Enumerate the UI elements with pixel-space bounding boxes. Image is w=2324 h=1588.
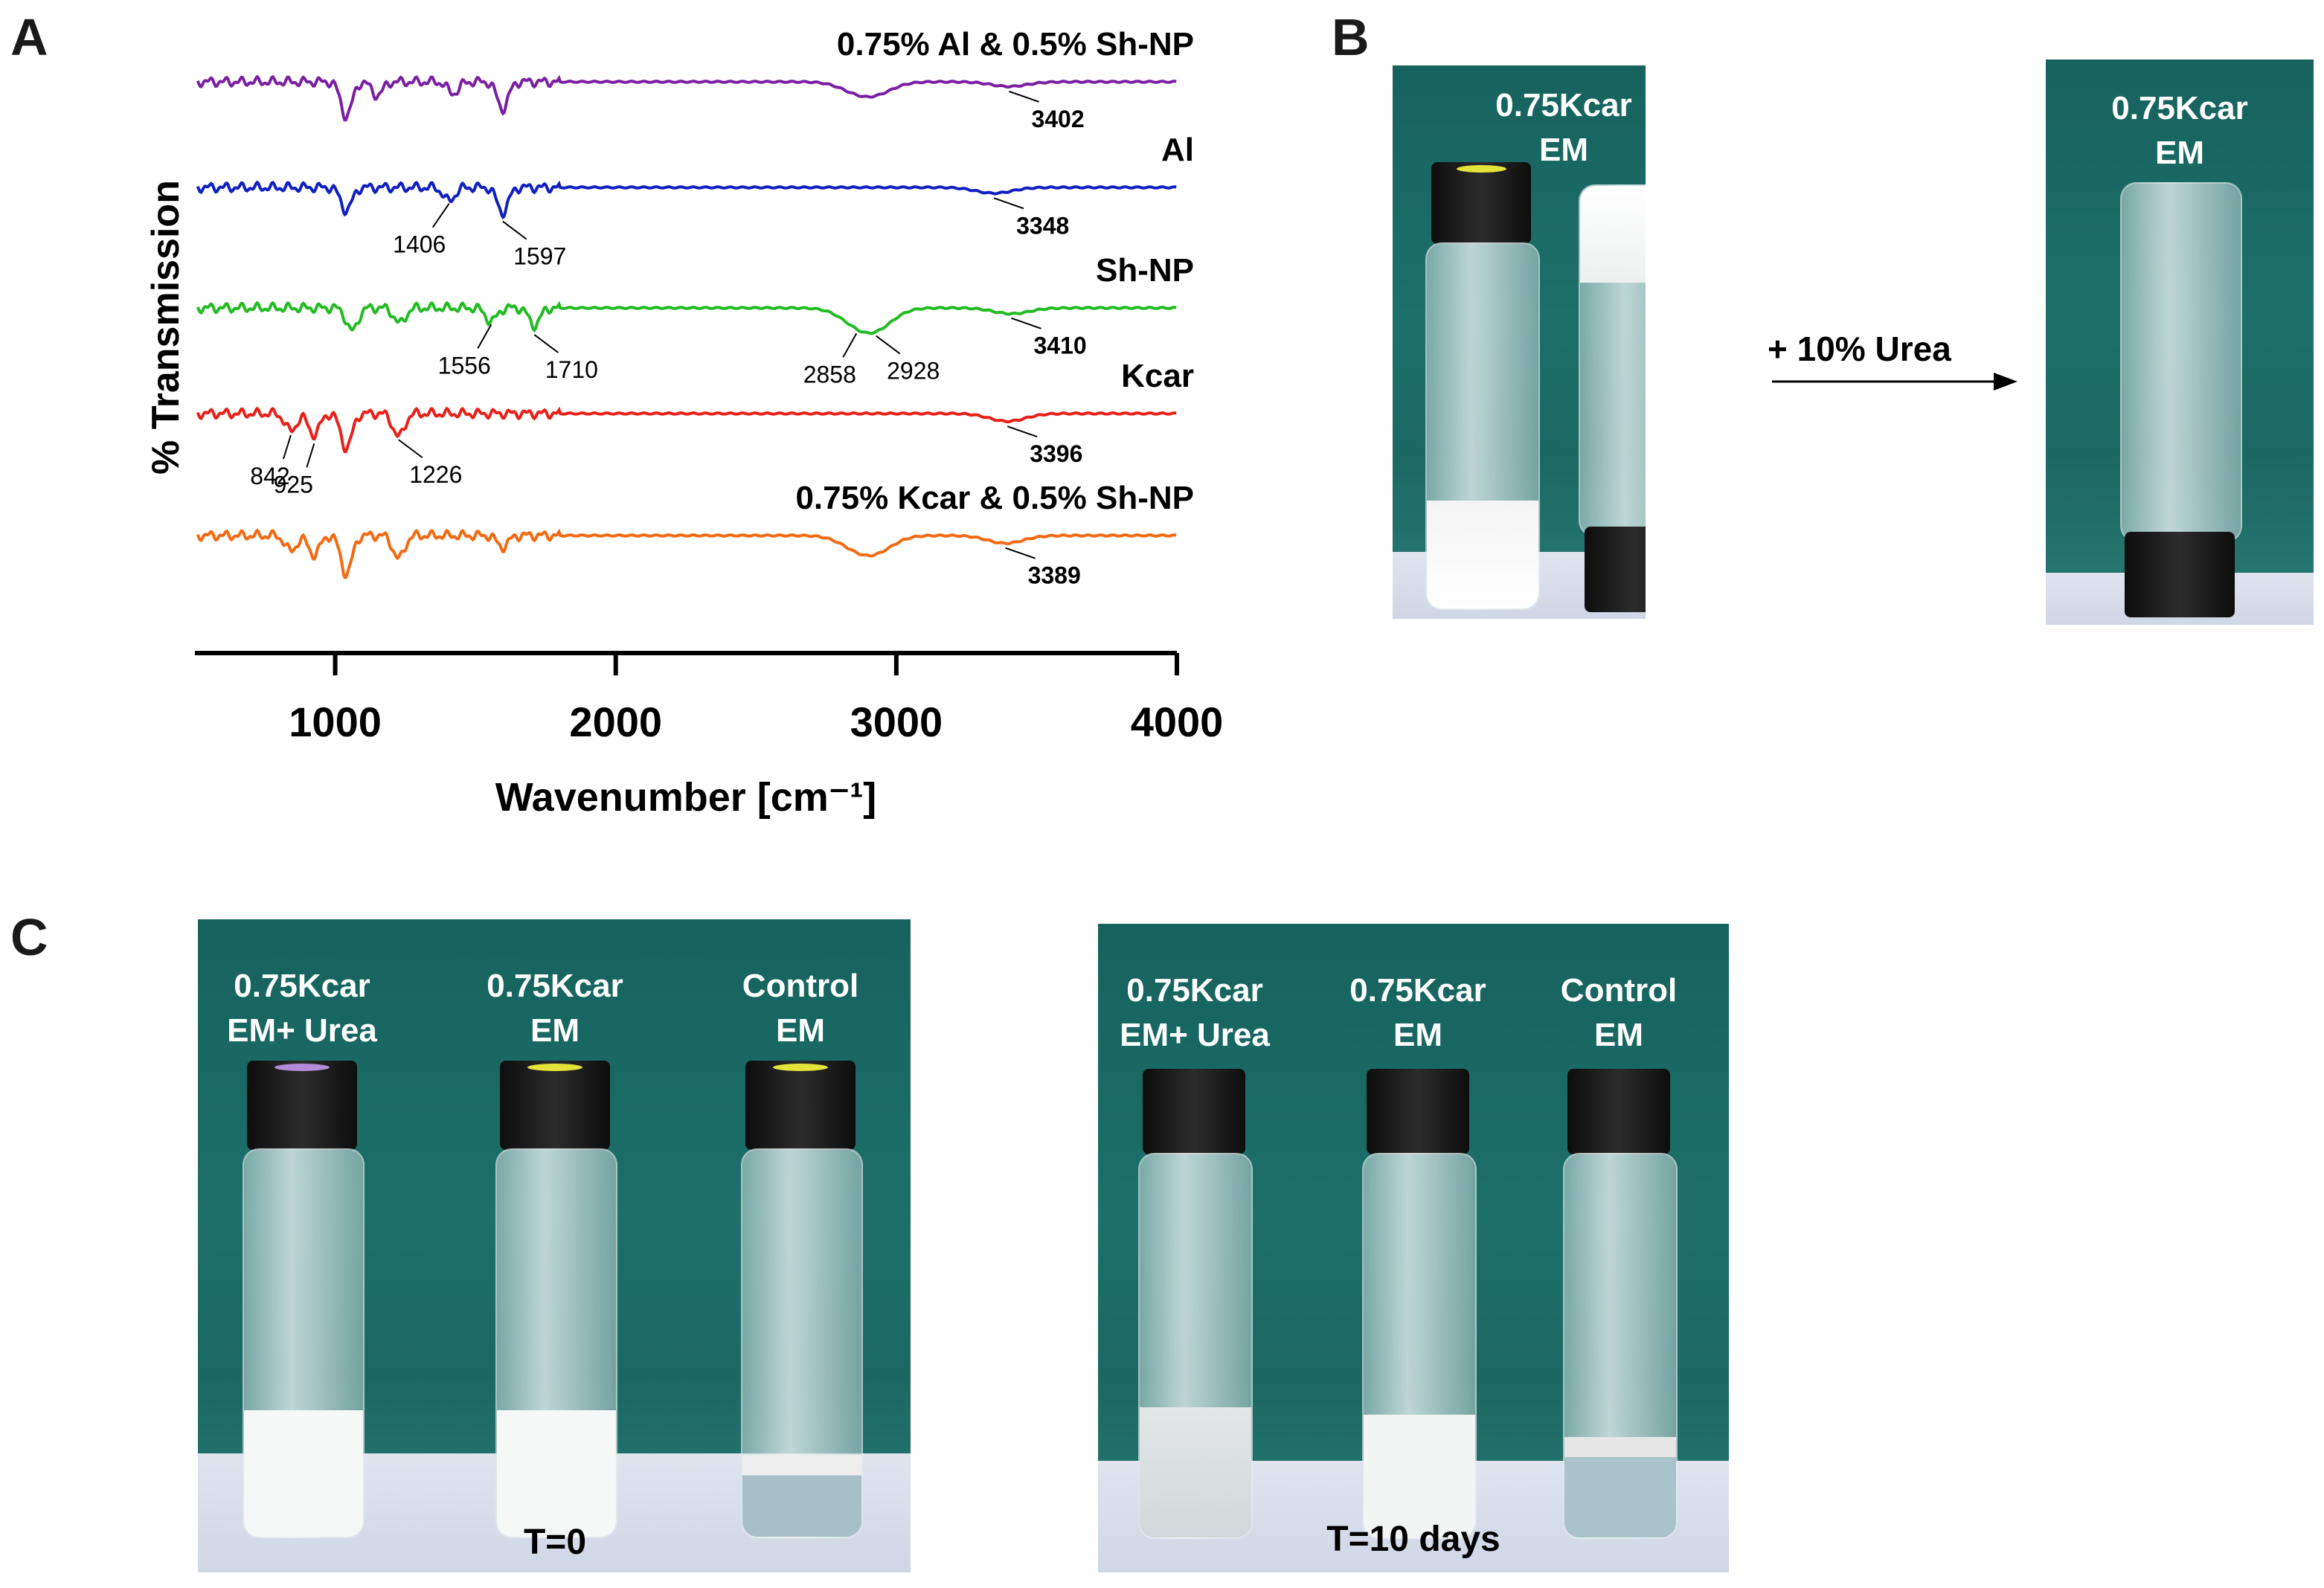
series-layer: 0.75% Al & 0.5% Sh-NP 3402 Al 1406 1597 3348 S…: [196, 26, 1194, 589]
annotation-leader: [1011, 317, 1041, 330]
series-label-4: 0.75% Kcar & 0.5% Sh-NP: [795, 480, 1194, 516]
x-tick-label-4000: 4000: [1131, 698, 1224, 745]
t0-label-2: 0.75Kcar EM: [487, 968, 623, 1049]
peak-label-1556: 1556: [438, 352, 491, 379]
urea-arrow-label: + 10% Urea: [1768, 330, 1951, 368]
series-label-0: 0.75% Al & 0.5% Sh-NP: [837, 26, 1194, 62]
annotation-leader: [398, 439, 423, 459]
annotation-leader: [1007, 425, 1038, 438]
t0-label-3: Control EM: [742, 968, 859, 1049]
series-line-2: [196, 300, 1177, 335]
ftir-chart: 0.75% Al & 0.5% Sh-NP 3402 Al 1406 1597 3348 S…: [144, 26, 1224, 820]
series-label-3: Kcar: [1121, 358, 1194, 394]
t10-label-2: 0.75Kcar EM: [1349, 972, 1486, 1053]
vial-inverted: [1579, 184, 1646, 612]
photo-before-urea: 0.75Kcar EM: [1393, 65, 1646, 619]
vial-label-after: 0.75Kcar EM: [2111, 90, 2248, 171]
annotation-leader: [477, 324, 492, 349]
t0-vial-2: [495, 1061, 617, 1538]
peak-label-1226: 1226: [409, 461, 462, 488]
series-label-2: Sh-NP: [1096, 252, 1194, 289]
x-axis-label: Wavenumber [cm⁻¹]: [495, 775, 877, 820]
t10-label-1: 0.75Kcar EM+ Urea: [1120, 972, 1270, 1053]
photo-t10: 0.75Kcar EM+ Urea 0.75Kcar EM Control EM…: [1098, 924, 1729, 1572]
annotation-leader: [431, 203, 450, 228]
t10-vial-3: [1563, 1069, 1678, 1539]
x-tick-label-2000: 2000: [569, 698, 662, 745]
x-axis: 1000 2000 3000 4000: [195, 651, 1224, 745]
x-tick-label-1000: 1000: [289, 698, 382, 745]
peak-label-3396: 3396: [1030, 440, 1082, 467]
annotation-leader: [876, 335, 901, 355]
vial-label-before: 0.75Kcar EM: [1495, 87, 1632, 168]
annotation-leader: [1009, 90, 1039, 103]
peak-label-2858: 2858: [803, 361, 856, 388]
peak-label-2928: 2928: [887, 358, 940, 385]
photo-t0: 0.75Kcar EM+ Urea 0.75Kcar EM Control EM…: [198, 919, 911, 1572]
annotation-leader: [842, 332, 858, 358]
series-line-0: [196, 74, 1177, 122]
urea-arrow: [1772, 373, 2018, 390]
photo-after-urea: 0.75Kcar EM: [2046, 60, 2314, 625]
panel-letter-c: C: [10, 908, 48, 966]
peak-label-3410: 3410: [1033, 332, 1086, 359]
annotation-leader: [306, 443, 315, 468]
peak-label-3348: 3348: [1016, 212, 1069, 239]
series-line-1: [196, 180, 1177, 219]
peak-label-1406: 1406: [393, 231, 446, 258]
t0-vial-3: [741, 1061, 863, 1538]
vial-inverted-urea: [2120, 182, 2242, 617]
peak-label-3402: 3402: [1031, 106, 1084, 132]
t10-vial-2: [1362, 1069, 1477, 1539]
peak-label-1710: 1710: [545, 356, 598, 383]
peak-label-842: 842: [250, 463, 289, 489]
panel-letter-a: A: [10, 8, 48, 66]
y-axis-label: % Transmission: [144, 180, 187, 475]
annotation-leader: [1005, 547, 1036, 559]
annotation-leader: [283, 434, 292, 460]
vial-upright: [1425, 162, 1540, 610]
t0-label-1: 0.75Kcar EM+ Urea: [227, 968, 377, 1049]
t0-vial-1: [243, 1061, 365, 1538]
series-line-4: [196, 528, 1177, 579]
x-tick-label-3000: 3000: [850, 698, 943, 745]
t0-time-label: T=0: [523, 1523, 587, 1562]
series-label-1: Al: [1161, 132, 1194, 168]
peak-label-1597: 1597: [513, 243, 566, 270]
peak-label-925: 925: [274, 471, 313, 498]
annotation-leader: [993, 197, 1024, 210]
annotation-leader: [533, 334, 559, 353]
peak-label-3389: 3389: [1028, 562, 1081, 589]
t10-time-label: T=10 days: [1326, 1520, 1500, 1559]
panel-letter-b: B: [1332, 8, 1370, 66]
t10-vial-1: [1138, 1069, 1253, 1539]
t10-label-3: Control EM: [1560, 972, 1678, 1053]
annotation-leader: [502, 220, 527, 240]
series-line-3: [196, 406, 1177, 454]
